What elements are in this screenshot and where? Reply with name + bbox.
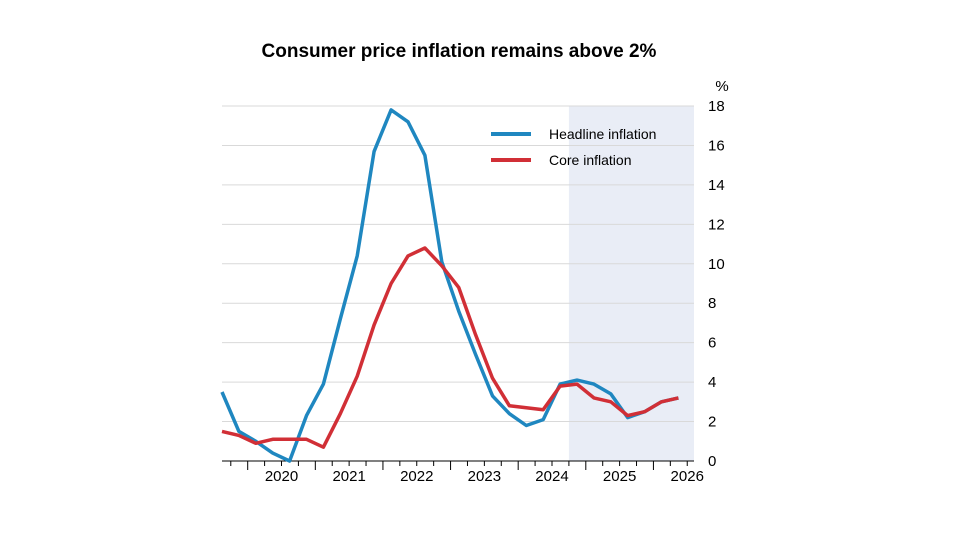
line-chart: 2020 2021 2022 2023 2024 2025 2026 0 2 4 6 8 10 12 14… (0, 0, 958, 539)
y-tick-label: 4 (708, 374, 716, 391)
y-tick-label: 6 (708, 335, 716, 352)
x-tick-label: 2025 (603, 468, 636, 485)
y-tick-label: 0 (708, 453, 716, 470)
x-tick-label: 2022 (400, 468, 433, 485)
y-axis-labels: 0 2 4 6 8 10 12 14 16 18 (708, 98, 725, 470)
legend-label-core: Core inflation (549, 152, 632, 168)
x-axis-labels: 2020 2021 2022 2023 2024 2025 2026 (265, 468, 704, 485)
y-tick-label: 14 (708, 177, 725, 194)
x-tick-label: 2023 (468, 468, 501, 485)
y-tick-label: 8 (708, 295, 716, 312)
y-tick-label: 10 (708, 256, 725, 273)
y-tick-label: 2 (708, 414, 716, 431)
x-tick-label: 2024 (535, 468, 568, 485)
legend-label-headline: Headline inflation (549, 126, 656, 142)
y-tick-label: 12 (708, 216, 725, 233)
x-tick-label: 2021 (332, 468, 365, 485)
y-axis-unit-label: % (715, 78, 728, 95)
y-tick-label: 16 (708, 137, 725, 154)
x-tick-label: 2020 (265, 468, 298, 485)
y-tick-label: 18 (708, 98, 725, 115)
x-tick-label: 2026 (671, 468, 704, 485)
